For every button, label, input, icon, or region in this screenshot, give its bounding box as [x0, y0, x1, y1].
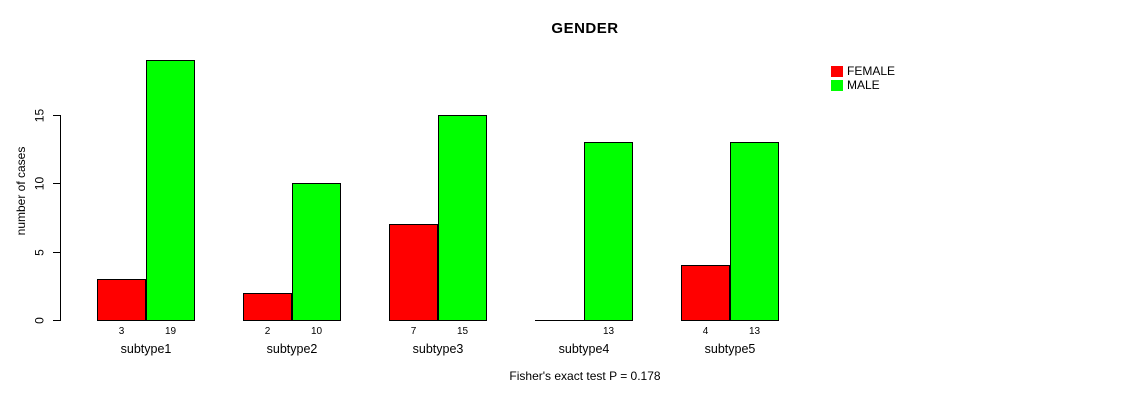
bar-female-subtype4	[535, 320, 584, 321]
bar-male-subtype2	[292, 183, 341, 321]
bar-female-subtype1	[97, 278, 146, 321]
x-category-label: subtype3	[412, 342, 464, 356]
chart-title: GENDER	[551, 20, 619, 37]
bar-value-label: 15	[456, 326, 469, 337]
y-tick-label: 10	[32, 176, 47, 191]
bar-value-label: 4	[702, 326, 709, 337]
bar-female-subtype3	[389, 224, 438, 321]
bar-male-subtype5	[730, 142, 779, 321]
footnote-text: Fisher's exact test P = 0.178	[509, 369, 661, 383]
y-tick-label: 0	[32, 317, 47, 324]
y-tick	[53, 251, 60, 253]
y-tick-label: 5	[32, 248, 47, 256]
legend-label: MALE	[847, 78, 880, 92]
y-tick	[53, 114, 60, 116]
bar-value-label: 3	[118, 326, 125, 337]
legend-item: MALE	[831, 78, 895, 92]
legend-swatch-male	[831, 79, 843, 91]
legend-label: FEMALE	[847, 64, 896, 78]
y-tick	[53, 320, 60, 321]
bar-male-subtype4	[584, 142, 633, 321]
legend-item: FEMALE	[831, 64, 895, 78]
x-category-label: subtype1	[120, 342, 172, 356]
x-category-label: subtype5	[704, 342, 756, 356]
x-category-label: subtype2	[266, 342, 318, 356]
y-tick-label: 15	[32, 108, 47, 122]
y-tick	[53, 183, 60, 185]
bar-female-subtype5	[681, 265, 730, 321]
legend: FEMALE MALE	[831, 64, 895, 92]
bar-male-subtype3	[438, 114, 487, 321]
legend-swatch-female	[831, 65, 843, 77]
bar-male-subtype1	[146, 60, 195, 321]
bar-value-label: 7	[410, 326, 417, 337]
bar-female-subtype2	[243, 292, 292, 321]
bar-value-label: 13	[748, 326, 761, 337]
bar-value-label: 10	[310, 326, 323, 337]
y-axis-line	[60, 114, 61, 321]
x-category-label: subtype4	[558, 342, 610, 356]
bar-value-label: 13	[602, 326, 615, 337]
bar-value-label: 19	[164, 326, 177, 337]
bar-value-label: 2	[264, 326, 271, 337]
